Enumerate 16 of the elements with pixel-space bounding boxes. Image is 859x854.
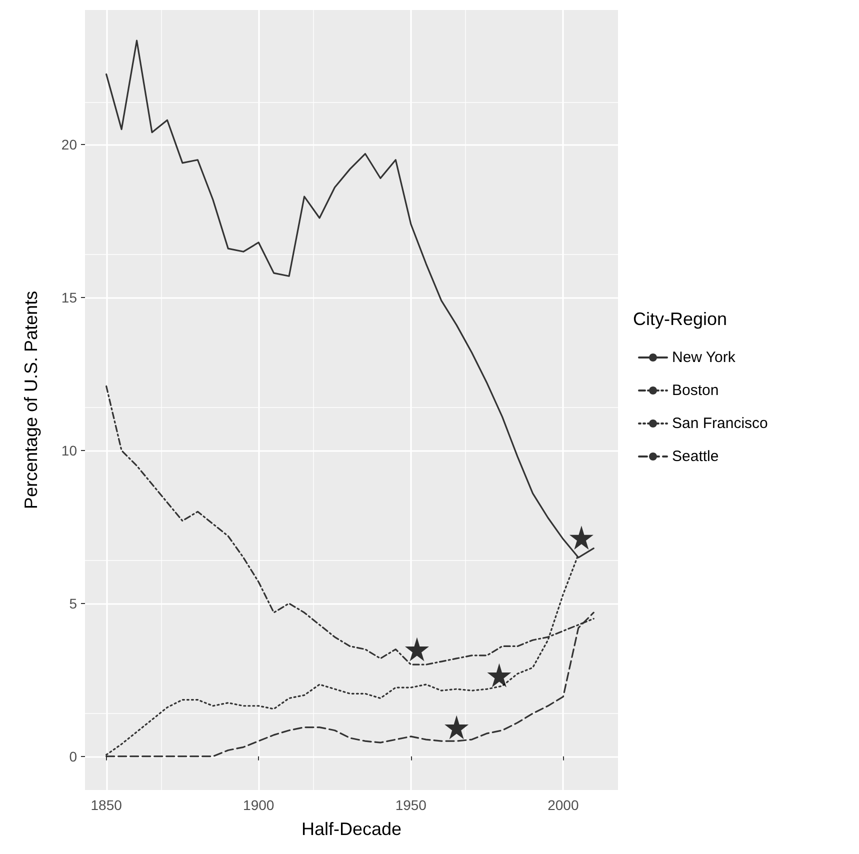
y-tick-label: 15: [61, 290, 78, 306]
y-tick-label: 5: [69, 595, 78, 612]
y-tick-label: 10: [61, 442, 78, 458]
x-tick-label: 2000: [548, 797, 579, 813]
x-axis-title: Half-Decade: [301, 819, 402, 839]
y-axis-title: Percentage of U.S. Patents: [21, 290, 41, 510]
legend-label: Seattle: [672, 448, 719, 465]
x-tick-label: 1850: [90, 797, 122, 813]
x-tick-label: 1900: [243, 797, 274, 813]
legend-label: San Francisco: [672, 415, 768, 432]
legend-label: New York: [672, 349, 736, 366]
x-tick-label: 1950: [395, 797, 427, 813]
legend-title: City-Region: [633, 309, 728, 329]
y-tick-label: 20: [61, 136, 78, 153]
y-tick-label: 0: [69, 748, 78, 764]
legend-label: Boston: [672, 382, 719, 399]
